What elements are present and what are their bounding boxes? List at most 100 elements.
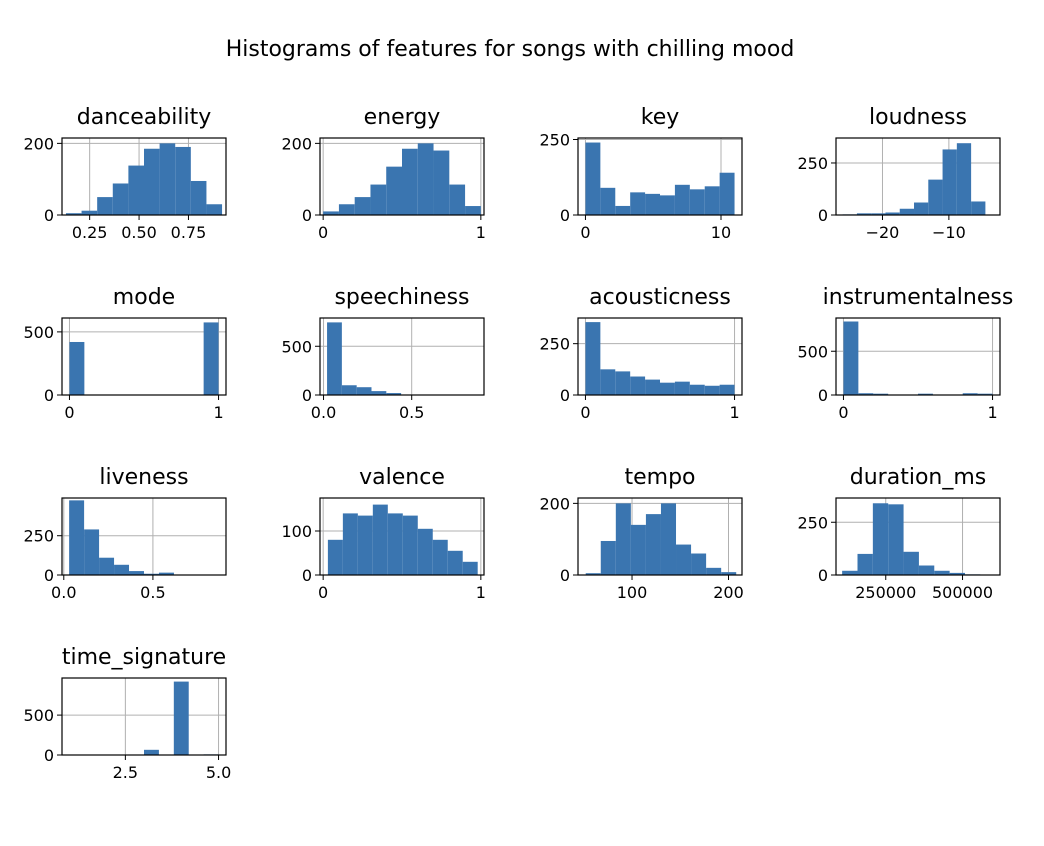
histogram-bar [660,503,677,575]
histogram-bar [676,544,692,575]
histogram-bar [585,573,601,575]
histogram-bar [721,572,737,575]
histogram-bar [630,376,646,395]
histogram-bar [962,393,978,395]
histogram-valence: 0 1 0 100 valence [281,465,485,602]
histogram-bar [689,384,705,395]
axes-frame [835,317,1001,396]
histogram-bar [615,205,631,215]
histogram-bar [341,385,357,395]
histogram-bar [159,143,176,215]
histogram-bar [585,322,601,395]
histogram-bar [956,143,972,215]
x-tick-label: 0 [838,403,848,422]
histogram-bar [386,393,402,395]
x-tick-label: 0.0 [311,403,336,422]
subplot-title: mode [113,285,175,310]
histogram-mode: 0 1 0 500 mode [23,285,227,422]
histogram-bar [873,393,889,395]
axes-frame [61,497,227,576]
axes-frame [577,137,743,216]
x-tick-label: 0.0 [51,583,76,602]
histogram-bar [175,146,191,215]
x-tick-label: 0 [318,583,328,602]
histogram-bar [417,528,433,575]
axes-frame [61,317,227,396]
axes-frame [61,137,227,216]
y-tick-label: 100 [281,522,312,541]
histogram-bar [704,385,720,395]
histogram-bar [949,572,965,575]
histogram-bar [144,148,160,215]
y-tick-label: 200 [281,134,312,153]
histogram-bar [417,143,434,215]
histogram-instrumentalness: 0 1 0 500 instrumentalness [797,285,1013,422]
histogram-bar [342,513,358,575]
histogram-bar [600,369,616,395]
subplot-title: speechiness [334,285,469,310]
histogram-bar [903,551,919,575]
x-tick-label: 0.5 [140,583,165,602]
y-tick-label: 0 [302,206,312,225]
histogram-bar [462,561,478,575]
histogram-bar [888,504,904,575]
subplot-title: loudness [869,105,967,130]
histogram-bar [433,150,450,215]
x-tick-label: 0 [580,403,590,422]
x-tick-label: 5.0 [206,763,231,782]
subplot-title: instrumentalness [823,285,1014,310]
histogram-bar [585,142,601,215]
histogram-bar [645,379,660,395]
axes-frame [319,137,485,216]
histogram-bar [173,681,189,755]
x-tick-label: 0.75 [171,223,207,242]
histogram-bar [144,749,159,755]
histogram-bar [615,503,631,575]
histogram-bar [719,384,735,395]
histogram-bar [918,393,933,395]
histogram-bar [371,391,387,395]
histogram-bar [190,180,207,215]
histogram-bar [871,213,886,215]
histogram-tempo: 100 200 0 200 tempo [539,465,743,602]
y-tick-label: 0 [818,206,828,225]
histogram-bar [660,382,675,395]
histogram-bar [128,165,144,215]
histogram-bar [719,172,735,215]
x-tick-label: 0 [318,223,328,242]
histogram-bar [372,504,388,575]
x-tick-label: 500000 [932,583,993,602]
histogram-bar [114,564,130,575]
x-tick-label: 250000 [855,583,916,602]
histogram-bar [689,189,705,215]
histogram-bar [928,179,943,215]
x-tick-label: 0.5 [399,403,424,422]
y-tick-label: 0 [44,566,54,585]
histogram-bar [354,197,371,215]
histogram-bar [97,197,113,215]
histogram-bar [129,571,144,575]
subplot-title: acousticness [589,285,731,310]
y-tick-label: 0 [302,566,312,585]
histogram-bar [370,184,387,215]
histogram-bar [934,570,950,575]
x-tick-label: 1 [729,403,739,422]
y-tick-label: 0 [44,386,54,405]
axes-frame [577,317,743,396]
subplot-title: key [641,105,680,130]
histogram-bar [327,539,343,575]
histogram-bar [977,393,993,395]
x-tick-label: 1 [476,583,486,602]
x-tick-label: 0 [64,403,74,422]
y-tick-label: 250 [23,527,54,546]
histogram-bar [660,195,675,215]
subplot-title: energy [364,105,441,130]
histogram-liveness: 0.0 0.5 0 250 liveness [23,465,227,602]
axes-frame [319,317,485,396]
histogram-bar [323,211,339,215]
histogram-bar [691,553,707,575]
histogram-bar [615,371,631,395]
histogram-bar [645,514,661,575]
histogram-bar [69,500,85,575]
histogram-bar [971,201,986,215]
